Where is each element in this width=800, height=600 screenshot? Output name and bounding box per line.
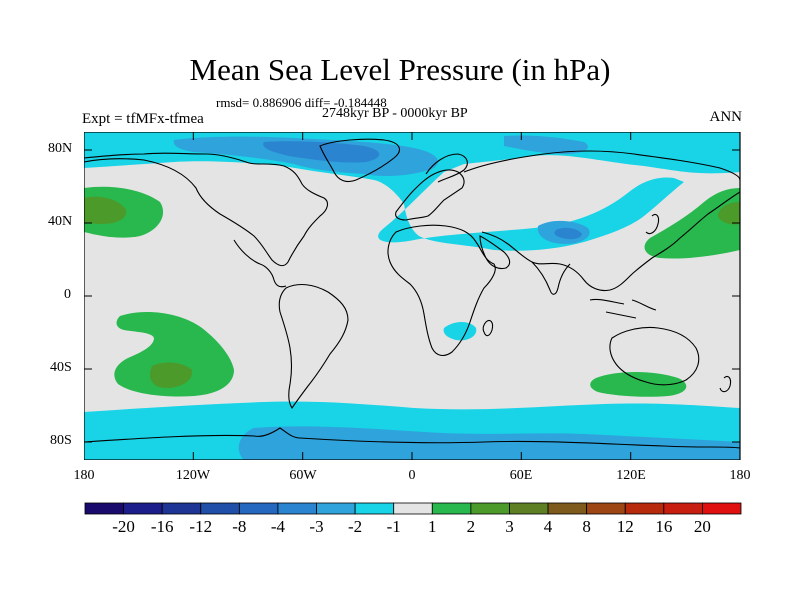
colorbar-label: -3 <box>309 517 324 536</box>
south-pacific-core <box>149 362 193 388</box>
colorbar-label: 20 <box>693 517 711 536</box>
x-ticks <box>83 132 741 460</box>
colorbar <box>84 502 742 515</box>
colorbar-label: -4 <box>270 517 286 536</box>
colorbar-label: 2 <box>466 517 476 536</box>
south-pacific-high <box>114 312 234 397</box>
colorbar-label: -16 <box>150 517 174 536</box>
colorbar-box <box>161 502 202 515</box>
coastlines <box>83 138 741 449</box>
colorbar-box <box>393 502 433 515</box>
colorbar-label: 3 <box>505 517 514 536</box>
y-tick-label: 80S <box>50 433 72 448</box>
x-tick-label: 180 <box>73 468 95 483</box>
y-tick-label: 80N <box>48 141 73 156</box>
x-tick-label: 120E <box>616 468 646 483</box>
colorbar-box <box>624 502 665 515</box>
colorbar-label: -1 <box>386 517 401 536</box>
colorbar-label: 16 <box>655 517 673 536</box>
map-panel <box>83 131 744 465</box>
map-svg <box>83 131 741 461</box>
x-tick-label: 0 <box>408 468 416 483</box>
x-tick-label: 60E <box>509 468 533 483</box>
colorbar-box <box>277 502 317 515</box>
north-pacific-core-east <box>718 202 740 225</box>
greenland-mid-blue <box>263 141 380 163</box>
colorbar-box <box>702 502 742 515</box>
period-line: 2748kyr BP - 0000kyr BP <box>322 106 468 121</box>
colorbar-box <box>470 502 510 515</box>
colorbar-label: -20 <box>112 517 135 536</box>
tibet-mid-blue <box>554 227 582 240</box>
siberia-blue <box>504 135 588 154</box>
colorbar-box <box>509 502 549 515</box>
colorbar-box <box>123 502 163 515</box>
colorbar-box <box>354 502 395 515</box>
north-pacific-high-east <box>644 188 740 259</box>
x-tick-label: 120W <box>175 468 211 483</box>
indian-ocean-high <box>590 372 687 397</box>
y-tick-label: 0 <box>64 287 71 302</box>
colorbar-box <box>547 502 588 515</box>
antarctic-blue <box>238 426 740 460</box>
colorbar-box <box>84 502 124 515</box>
colorbar-box <box>238 502 279 515</box>
colorbar-box <box>586 502 626 515</box>
experiment-label: Expt = tfMFx-tfmea <box>82 111 204 127</box>
colorbar-box <box>316 502 356 515</box>
stats-line: rmsd= 0.886906 diff= -0.184448 <box>216 95 387 110</box>
colorbar-label: -8 <box>232 517 247 536</box>
y-tick-label: 40N <box>48 214 73 229</box>
colorbar-label: -12 <box>189 517 213 536</box>
colorbar-box <box>431 502 472 515</box>
x-tick-label: 180 <box>729 468 751 483</box>
north-pacific-core-west <box>84 196 127 224</box>
colorbar-label: 4 <box>543 517 553 536</box>
season-label: ANN <box>709 109 743 125</box>
x-tick-label: 60W <box>289 468 317 483</box>
colorbar-label: 1 <box>428 517 437 536</box>
colorbar-label: -2 <box>348 517 363 536</box>
colorbar-box <box>200 502 240 515</box>
colorbar-label: 8 <box>582 517 591 536</box>
y-tick-label: 40S <box>50 360 72 375</box>
y-ticks <box>84 149 740 443</box>
colorbar-box <box>663 502 703 515</box>
map-title: Mean Sea Level Pressure (in hPa) <box>189 52 611 87</box>
colorbar-label: 12 <box>616 517 634 536</box>
